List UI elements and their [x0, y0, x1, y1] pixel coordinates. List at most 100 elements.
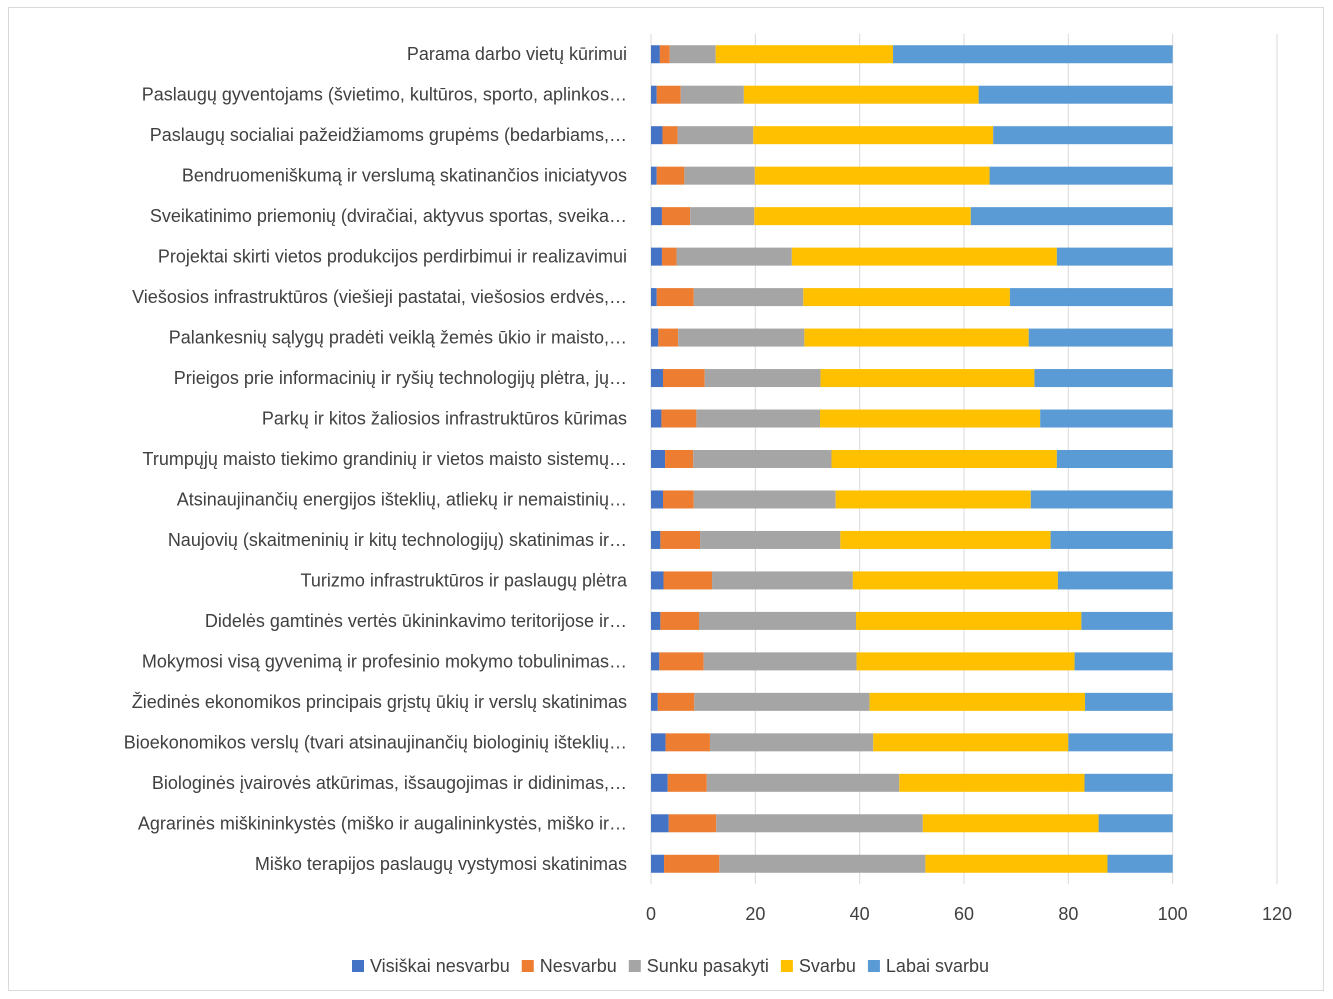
bar-segment — [1056, 247, 1173, 266]
bar-segment — [893, 45, 1173, 64]
bar-segment — [922, 814, 1099, 833]
bar-segment — [651, 814, 669, 833]
bar-segment — [712, 571, 853, 590]
bar-segment — [651, 530, 661, 549]
bar-segment — [651, 611, 661, 630]
x-tick-label: 40 — [850, 904, 870, 924]
category-label: Žiedinės ekonomikos principais grįstų ūk… — [132, 692, 627, 712]
bar-segment — [719, 854, 926, 873]
category-label: Mokymosi visą gyvenimą ir profesinio mok… — [142, 651, 627, 671]
bar-segment — [852, 571, 1058, 590]
bar-segment — [651, 692, 658, 711]
bar-segment — [1098, 814, 1173, 833]
bar-segment — [651, 166, 657, 185]
bar-segment — [693, 490, 836, 509]
bar-segment — [835, 490, 1031, 509]
bar-segment — [656, 288, 694, 307]
bar-segment — [661, 247, 677, 266]
bar-segment — [651, 733, 666, 752]
legend-swatch — [628, 960, 641, 972]
bar-segment — [651, 207, 662, 226]
bar-segment — [661, 409, 697, 428]
legend-swatch — [780, 960, 793, 972]
category-label: Viešosios infrastruktūros (viešieji past… — [132, 287, 627, 307]
bar-segment — [1084, 773, 1173, 792]
bar-segment — [820, 369, 1035, 388]
bar-segment — [831, 450, 1057, 468]
bars — [651, 45, 1173, 873]
bar-segment — [804, 328, 1029, 347]
bar-segment — [678, 328, 805, 347]
category-label: Paslaugų socialiai pažeidžiamoms grupėms… — [150, 125, 627, 145]
bar-segment — [1028, 328, 1173, 347]
bar-segment — [1074, 652, 1173, 671]
bar-segment — [665, 733, 710, 752]
bar-segment — [1009, 288, 1173, 307]
bar-segment — [1034, 369, 1173, 388]
x-tick-label: 100 — [1158, 904, 1188, 924]
bar-segment — [676, 247, 792, 266]
bar-segment — [703, 652, 857, 671]
bar-segment — [651, 45, 660, 64]
category-label: Turizmo infrastruktūros ir paslaugų plėt… — [301, 570, 628, 590]
bar-segment — [651, 652, 660, 671]
bar-segment — [690, 207, 755, 226]
x-tick-label: 60 — [954, 904, 974, 924]
bar-segment — [869, 692, 1086, 711]
category-label: Prieigos prie informacinių ir ryšių tech… — [174, 368, 627, 388]
bar-segment — [651, 409, 662, 428]
bar-segment — [989, 166, 1173, 185]
bar-segment — [856, 652, 1075, 671]
bar-segment — [754, 166, 990, 185]
bar-segment — [715, 45, 894, 64]
bar-segment — [696, 409, 821, 428]
category-label: Bendruomeniškumą ir verslumą skatinančio… — [182, 166, 627, 186]
bar-segment — [656, 166, 685, 185]
bar-segment — [791, 247, 1057, 266]
x-tick-label: 80 — [1058, 904, 1078, 924]
category-label: Didelės gamtinės vertės ūkininkavimo ter… — [205, 611, 627, 631]
bar-segment — [661, 207, 691, 226]
bar-segment — [667, 773, 707, 792]
bar-segment — [753, 126, 994, 145]
category-label: Projektai skirti vietos produkcijos perd… — [158, 247, 627, 267]
bar-segment — [656, 85, 681, 104]
category-label: Trumpųjų maisto tiekimo grandinių ir vie… — [143, 449, 628, 469]
bar-segment — [651, 490, 663, 509]
bar-segment — [693, 288, 804, 307]
category-label: Bioekonomikos verslų (tvari atsinaujinan… — [124, 732, 627, 752]
bar-segment — [700, 530, 841, 549]
bar-segment — [663, 571, 713, 590]
bar-segment — [651, 773, 668, 792]
bar-segment — [694, 692, 870, 711]
category-labels: Parama darbo vietų kūrimui Paslaugų gyven… — [124, 44, 628, 874]
bar-segment — [651, 450, 666, 468]
bar-segment — [659, 45, 670, 64]
bar-segment — [651, 247, 662, 266]
legend-label: Visiškai nesvarbu — [370, 956, 510, 976]
legend-label: Svarbu — [799, 956, 856, 976]
bar-segment — [698, 611, 857, 630]
bar-segment — [704, 369, 821, 388]
category-label: Biologinės įvairovės atkūrimas, išsaugoj… — [152, 773, 627, 793]
bar-segment — [664, 854, 720, 873]
bar-segment — [820, 409, 1041, 428]
bar-segment — [709, 733, 874, 752]
category-label: Naujovių (skaitmeninių ir kitų technolog… — [168, 530, 627, 550]
bar-segment — [970, 207, 1173, 226]
bar-segment — [754, 207, 971, 226]
bar-segment — [693, 450, 832, 468]
bar-segment — [1085, 692, 1173, 711]
bar-segment — [684, 166, 755, 185]
bar-segment — [680, 85, 744, 104]
x-tick-label: 0 — [646, 904, 656, 924]
bar-segment — [662, 126, 678, 145]
bar-segment — [651, 328, 659, 347]
category-label: Atsinaujinančių energijos išteklių, atli… — [177, 489, 627, 509]
bar-segment — [1081, 611, 1173, 630]
bar-segment — [651, 854, 665, 873]
bar-segment — [651, 369, 663, 388]
bar-segment — [651, 85, 657, 104]
bar-segment — [978, 85, 1173, 104]
